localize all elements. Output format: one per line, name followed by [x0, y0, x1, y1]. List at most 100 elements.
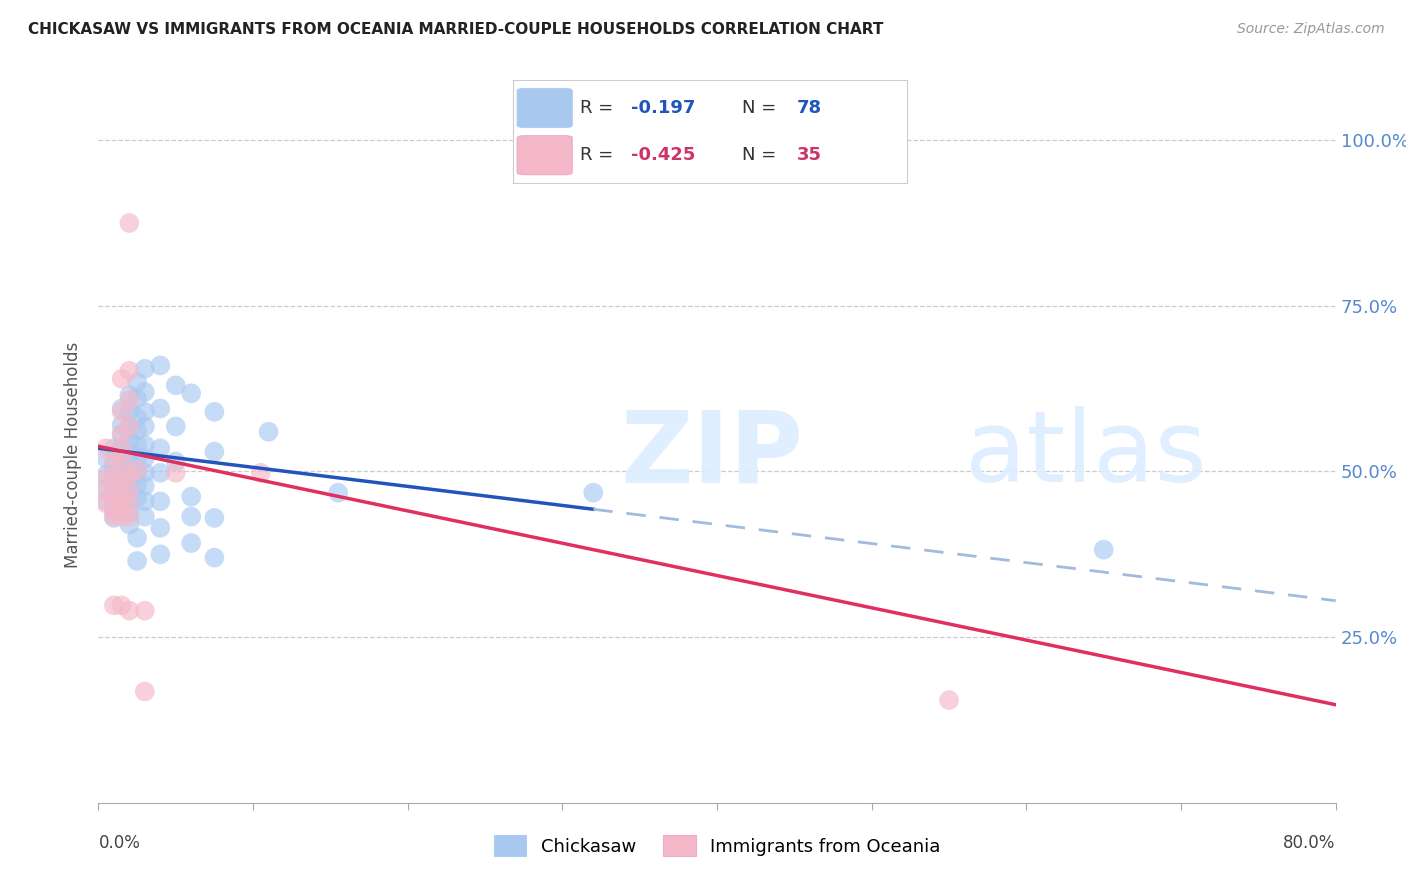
Text: ZIP: ZIP: [621, 407, 804, 503]
Point: [111, 442, 134, 456]
Point: [118, 496, 141, 510]
Point: [134, 419, 156, 434]
Legend: Chickasaw, Immigrants from Oceania: Chickasaw, Immigrants from Oceania: [486, 828, 948, 863]
Point: [127, 392, 149, 406]
Point: [103, 458, 125, 472]
Point: [118, 421, 141, 435]
Point: [118, 388, 141, 402]
FancyBboxPatch shape: [517, 136, 572, 175]
Point: [96, 442, 118, 456]
FancyBboxPatch shape: [517, 88, 572, 128]
Point: [165, 419, 187, 434]
Point: [118, 467, 141, 482]
Point: [118, 444, 141, 458]
Point: [134, 604, 156, 618]
Point: [111, 472, 134, 486]
Point: [180, 509, 202, 524]
Point: [111, 454, 134, 468]
Point: [1092, 542, 1115, 557]
Point: [134, 405, 156, 419]
Point: [111, 401, 134, 416]
Text: R =: R =: [581, 146, 619, 164]
Point: [111, 425, 134, 440]
Point: [134, 479, 156, 493]
Point: [111, 509, 134, 524]
Point: [96, 494, 118, 508]
Point: [111, 488, 134, 502]
Point: [96, 467, 118, 482]
Point: [149, 442, 172, 456]
Point: [103, 491, 125, 505]
Text: N =: N =: [741, 146, 782, 164]
Point: [134, 361, 156, 376]
Point: [134, 438, 156, 452]
Point: [134, 451, 156, 466]
Point: [118, 509, 141, 524]
Point: [165, 454, 187, 468]
Point: [118, 483, 141, 497]
Y-axis label: Married-couple Households: Married-couple Households: [65, 342, 83, 568]
Point: [103, 490, 125, 504]
Point: [96, 496, 118, 510]
Point: [582, 485, 605, 500]
Point: [111, 599, 134, 613]
Point: [180, 490, 202, 504]
Point: [127, 451, 149, 466]
Text: 78: 78: [797, 99, 821, 117]
Point: [111, 405, 134, 419]
Point: [204, 405, 226, 419]
Point: [118, 604, 141, 618]
Point: [96, 484, 118, 499]
Point: [204, 550, 226, 565]
Point: [180, 386, 202, 401]
Text: -0.197: -0.197: [631, 99, 696, 117]
Point: [257, 425, 280, 439]
Point: [127, 491, 149, 505]
Text: 0.0%: 0.0%: [98, 834, 141, 852]
Point: [111, 461, 134, 475]
Point: [96, 451, 118, 466]
Point: [127, 465, 149, 479]
Point: [103, 509, 125, 524]
Point: [250, 466, 273, 480]
Point: [103, 511, 125, 525]
Point: [134, 509, 156, 524]
Point: [938, 693, 960, 707]
Point: [127, 477, 149, 491]
Point: [134, 466, 156, 480]
Point: [118, 465, 141, 479]
Point: [180, 536, 202, 550]
Point: [103, 599, 125, 613]
Point: [111, 481, 134, 495]
Point: [118, 485, 141, 500]
Point: [118, 475, 141, 489]
Point: [111, 418, 134, 433]
Point: [149, 521, 172, 535]
Point: [103, 504, 125, 518]
Point: [127, 424, 149, 438]
Point: [204, 444, 226, 458]
Point: [103, 498, 125, 512]
Point: [111, 498, 134, 512]
Point: [118, 216, 141, 230]
Point: [118, 419, 141, 434]
Point: [127, 375, 149, 389]
Point: [96, 481, 118, 495]
Point: [111, 428, 134, 442]
Point: [149, 547, 172, 561]
Point: [111, 504, 134, 518]
Point: [103, 454, 125, 468]
Point: [165, 466, 187, 480]
Point: [165, 378, 187, 392]
Point: [103, 481, 125, 495]
Point: [118, 433, 141, 447]
Point: [111, 496, 134, 510]
Point: [103, 471, 125, 485]
Point: [204, 511, 226, 525]
Point: [118, 506, 141, 520]
Text: 35: 35: [797, 146, 821, 164]
Text: -0.425: -0.425: [631, 146, 696, 164]
Point: [118, 517, 141, 532]
Point: [149, 401, 172, 416]
Point: [118, 364, 141, 378]
